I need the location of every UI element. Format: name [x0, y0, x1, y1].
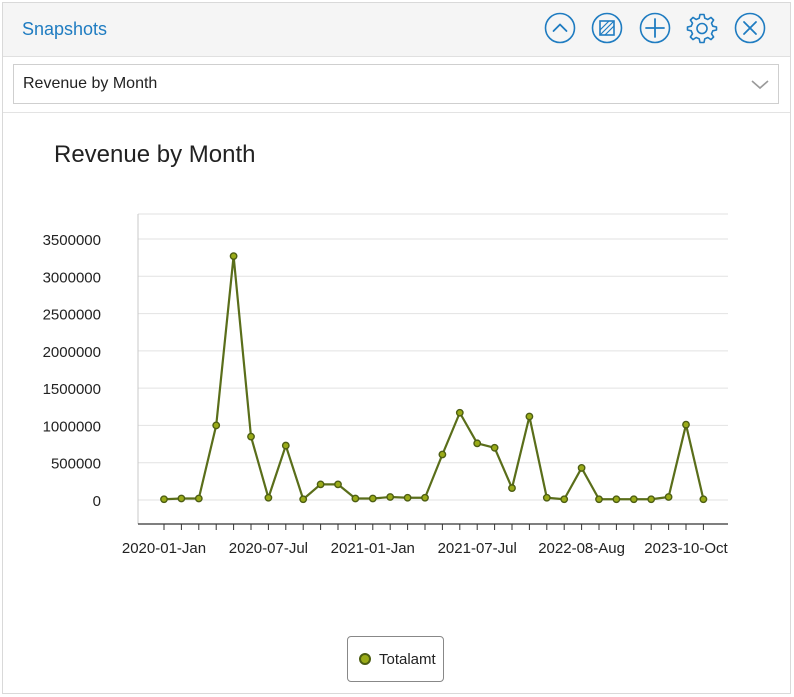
data-point [577, 464, 586, 472]
no-image-icon[interactable] [591, 12, 623, 44]
data-point [699, 495, 708, 504]
y-tick-label: 1500000 [43, 381, 101, 398]
data-point [647, 495, 656, 504]
data-point [595, 495, 603, 504]
data-point [368, 494, 377, 503]
chart-legend[interactable]: Totalamt [347, 636, 444, 682]
data-point [386, 493, 395, 501]
panel-title: Snapshots [22, 19, 108, 39]
line-chart: 0 500000 1000000 1500000 2000000 2500000 30000… [43, 213, 729, 557]
data-point [682, 420, 690, 429]
data-point [281, 441, 290, 450]
data-point [560, 495, 569, 504]
data-point [334, 480, 342, 489]
data-point [299, 495, 308, 504]
data-point [160, 495, 168, 504]
data-point [525, 412, 534, 421]
x-tick-label: 2021-01-Jan [331, 540, 415, 557]
data-point [316, 480, 325, 489]
y-tick-label: 3000000 [43, 269, 101, 286]
y-tick-label: 500000 [51, 456, 101, 473]
x-tick-label: 2020-01-Jan [122, 540, 206, 557]
x-tick-label: 2023-10-Oct [644, 540, 728, 557]
data-point [264, 493, 273, 502]
data-point [351, 494, 360, 503]
data-point [629, 495, 638, 504]
data-point [194, 494, 203, 503]
y-tick-label: 3500000 [43, 232, 101, 249]
snapshot-select[interactable]: Revenue by Month [13, 64, 779, 104]
data-point [247, 432, 255, 441]
chevron-down-icon [751, 80, 769, 90]
data-point [612, 495, 621, 504]
chart-title: Revenue by Month [54, 141, 256, 168]
gear-icon[interactable] [686, 12, 718, 44]
data-point [508, 484, 516, 492]
data-point [473, 439, 482, 448]
x-tick-label: 2020-07-Jul [229, 540, 308, 557]
x-tick-label: 2021-07-Jul [438, 540, 517, 557]
data-point [664, 493, 673, 501]
y-tick-label: 2500000 [43, 307, 101, 324]
data-point [490, 443, 499, 452]
data-point [177, 494, 186, 503]
data-point [421, 493, 429, 502]
add-icon[interactable] [639, 12, 671, 44]
data-point [403, 493, 412, 502]
close-icon[interactable] [734, 12, 766, 44]
data-point [212, 421, 221, 430]
collapse-up-icon[interactable] [544, 12, 576, 44]
snapshot-select-value: Revenue by Month [23, 75, 158, 92]
data-point [542, 493, 551, 502]
content-divider [3, 112, 790, 113]
y-tick-label: 0 [93, 493, 101, 510]
panel-header: Snapshots [3, 3, 790, 57]
legend-marker [359, 653, 371, 665]
data-point [438, 450, 447, 459]
data-point [229, 252, 238, 261]
y-tick-label: 2000000 [43, 344, 101, 361]
x-tick-label: 2022-08-Aug [538, 540, 625, 557]
legend-label: Totalamt [379, 651, 436, 668]
data-point [455, 408, 464, 417]
y-tick-label: 1000000 [43, 418, 101, 435]
